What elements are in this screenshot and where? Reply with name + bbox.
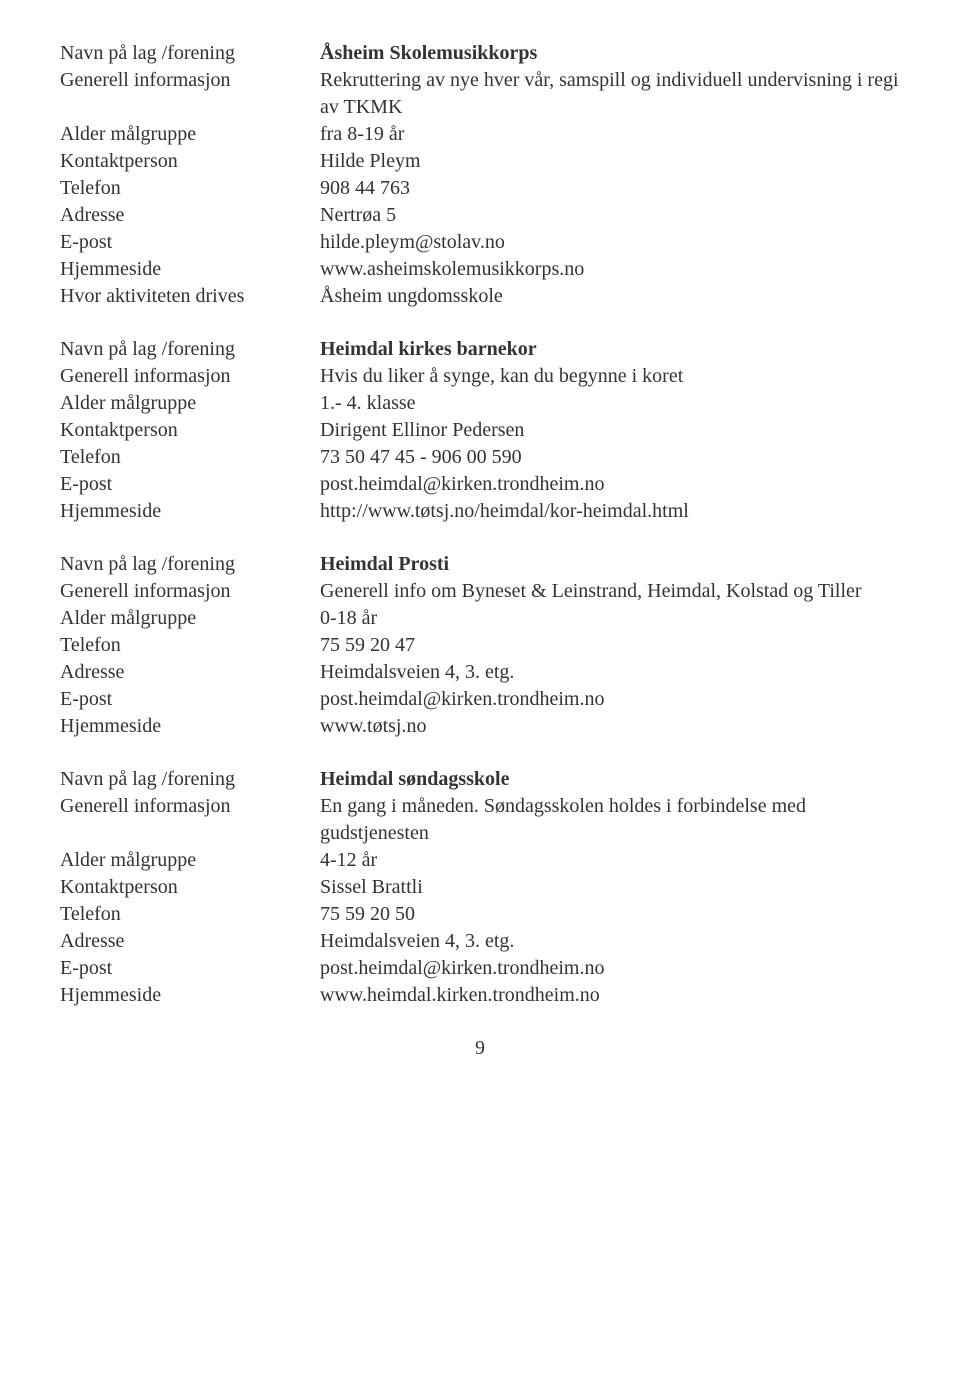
document-content: Navn på lag /foreningÅsheim Skolemusikko… [60, 40, 900, 1009]
field-value: http://www.tøtsj.no/heimdal/kor-heimdal.… [320, 498, 900, 525]
field-value: Rekruttering av nye hver vår, samspill o… [320, 67, 900, 121]
field-value: Generell info om Byneset & Leinstrand, H… [320, 578, 900, 605]
info-row: Hvor aktiviteten drivesÅsheim ungdomssko… [60, 283, 900, 310]
field-value: Hvis du liker å synge, kan du begynne i … [320, 363, 900, 390]
field-label: Telefon [60, 175, 320, 202]
field-label: E-post [60, 955, 320, 982]
field-label: Hjemmeside [60, 982, 320, 1009]
field-value: 75 59 20 50 [320, 901, 900, 928]
field-value: post.heimdal@kirken.trondheim.no [320, 471, 900, 498]
field-label: Generell informasjon [60, 67, 320, 94]
field-label: Adresse [60, 928, 320, 955]
info-row: Telefon75 59 20 50 [60, 901, 900, 928]
field-value: 908 44 763 [320, 175, 900, 202]
info-row: Navn på lag /foreningHeimdal søndagsskol… [60, 766, 900, 793]
field-value: Nertrøa 5 [320, 202, 900, 229]
field-label: Adresse [60, 202, 320, 229]
info-block: Navn på lag /foreningHeimdal ProstiGener… [60, 551, 900, 740]
field-value: 4-12 år [320, 847, 900, 874]
info-row: Navn på lag /foreningHeimdal Prosti [60, 551, 900, 578]
info-block: Navn på lag /foreningÅsheim Skolemusikko… [60, 40, 900, 310]
field-value: Heimdal søndagsskole [320, 766, 900, 793]
info-row: E-posthilde.pleym@stolav.no [60, 229, 900, 256]
info-row: Hjemmesidewww.asheimskolemusikkorps.no [60, 256, 900, 283]
info-row: Hjemmesidewww.heimdal.kirken.trondheim.n… [60, 982, 900, 1009]
info-row: Hjemmesidehttp://www.tøtsj.no/heimdal/ko… [60, 498, 900, 525]
field-value: Åsheim ungdomsskole [320, 283, 900, 310]
field-label: Kontaktperson [60, 417, 320, 444]
field-value: 1.- 4. klasse [320, 390, 900, 417]
field-value: www.heimdal.kirken.trondheim.no [320, 982, 900, 1009]
field-label: Hvor aktiviteten drives [60, 283, 320, 310]
info-row: Generell informasjonGenerell info om Byn… [60, 578, 900, 605]
field-label: Alder målgruppe [60, 121, 320, 148]
field-label: Generell informasjon [60, 793, 320, 820]
info-row: Navn på lag /foreningHeimdal kirkes barn… [60, 336, 900, 363]
field-label: Navn på lag /forening [60, 40, 320, 67]
page-number: 9 [60, 1035, 900, 1062]
field-label: Navn på lag /forening [60, 336, 320, 363]
field-label: Navn på lag /forening [60, 551, 320, 578]
field-value: post.heimdal@kirken.trondheim.no [320, 686, 900, 713]
field-value: 75 59 20 47 [320, 632, 900, 659]
info-block: Navn på lag /foreningHeimdal søndagsskol… [60, 766, 900, 1009]
field-value: fra 8-19 år [320, 121, 900, 148]
field-value: En gang i måneden. Søndagsskolen holdes … [320, 793, 900, 847]
field-value: Sissel Brattli [320, 874, 900, 901]
info-row: AdresseHeimdalsveien 4, 3. etg. [60, 659, 900, 686]
field-value: Heimdalsveien 4, 3. etg. [320, 659, 900, 686]
field-value: 73 50 47 45 - 906 00 590 [320, 444, 900, 471]
info-row: E-postpost.heimdal@kirken.trondheim.no [60, 471, 900, 498]
field-label: Alder målgruppe [60, 605, 320, 632]
field-value: post.heimdal@kirken.trondheim.no [320, 955, 900, 982]
field-label: Telefon [60, 632, 320, 659]
field-label: Kontaktperson [60, 148, 320, 175]
field-label: Hjemmeside [60, 498, 320, 525]
field-value: Hilde Pleym [320, 148, 900, 175]
info-row: Generell informasjonEn gang i måneden. S… [60, 793, 900, 847]
info-row: Alder målgruppefra 8-19 år [60, 121, 900, 148]
info-row: Alder målgruppe4-12 år [60, 847, 900, 874]
info-row: Alder målgruppe0-18 år [60, 605, 900, 632]
field-label: Navn på lag /forening [60, 766, 320, 793]
field-label: Telefon [60, 901, 320, 928]
field-label: Alder målgruppe [60, 390, 320, 417]
field-value: www.asheimskolemusikkorps.no [320, 256, 900, 283]
info-row: AdresseNertrøa 5 [60, 202, 900, 229]
info-row: E-postpost.heimdal@kirken.trondheim.no [60, 955, 900, 982]
field-value: Heimdal Prosti [320, 551, 900, 578]
field-label: Kontaktperson [60, 874, 320, 901]
field-label: Alder målgruppe [60, 847, 320, 874]
field-value: Åsheim Skolemusikkorps [320, 40, 900, 67]
info-row: KontaktpersonSissel Brattli [60, 874, 900, 901]
info-block: Navn på lag /foreningHeimdal kirkes barn… [60, 336, 900, 525]
info-row: Generell informasjonHvis du liker å syng… [60, 363, 900, 390]
info-row: Telefon908 44 763 [60, 175, 900, 202]
field-value: www.tøtsj.no [320, 713, 900, 740]
field-value: 0-18 år [320, 605, 900, 632]
info-row: E-postpost.heimdal@kirken.trondheim.no [60, 686, 900, 713]
field-label: E-post [60, 229, 320, 256]
info-row: Telefon73 50 47 45 - 906 00 590 [60, 444, 900, 471]
field-value: Heimdalsveien 4, 3. etg. [320, 928, 900, 955]
field-value: hilde.pleym@stolav.no [320, 229, 900, 256]
field-value: Dirigent Ellinor Pedersen [320, 417, 900, 444]
field-label: E-post [60, 686, 320, 713]
info-row: Telefon75 59 20 47 [60, 632, 900, 659]
field-label: E-post [60, 471, 320, 498]
field-label: Generell informasjon [60, 578, 320, 605]
field-label: Generell informasjon [60, 363, 320, 390]
field-label: Adresse [60, 659, 320, 686]
info-row: Generell informasjonRekruttering av nye … [60, 67, 900, 121]
field-value: Heimdal kirkes barnekor [320, 336, 900, 363]
info-row: Navn på lag /foreningÅsheim Skolemusikko… [60, 40, 900, 67]
field-label: Hjemmeside [60, 713, 320, 740]
field-label: Hjemmeside [60, 256, 320, 283]
info-row: Hjemmesidewww.tøtsj.no [60, 713, 900, 740]
info-row: AdresseHeimdalsveien 4, 3. etg. [60, 928, 900, 955]
info-row: Alder målgruppe1.- 4. klasse [60, 390, 900, 417]
info-row: KontaktpersonDirigent Ellinor Pedersen [60, 417, 900, 444]
info-row: KontaktpersonHilde Pleym [60, 148, 900, 175]
field-label: Telefon [60, 444, 320, 471]
